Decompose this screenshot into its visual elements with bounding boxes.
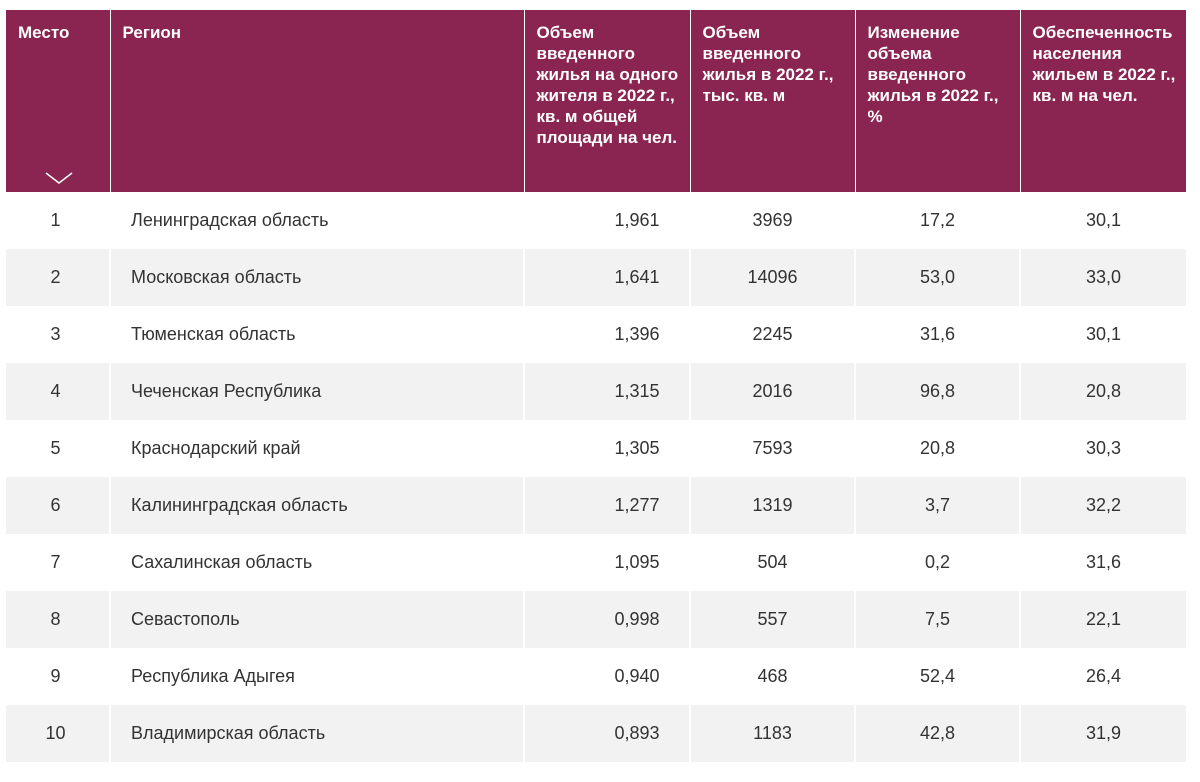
cell-provision: 22,1 [1020,591,1186,648]
cell-provision: 30,3 [1020,420,1186,477]
table-row: 3 Тюменская область 1,396 2245 31,6 30,1 [6,306,1186,363]
cell-change: 0,2 [855,534,1021,591]
cell-region: Ленинградская область [110,192,525,249]
cell-volume: 3969 [690,192,856,249]
header-volume[interactable]: Объем введенного жилья в 2022 г., тыс. к… [690,10,856,192]
header-place-label: Место [18,23,70,42]
table-row: 6 Калининградская область 1,277 1319 3,7 32,2 [6,477,1186,534]
cell-region: Краснодарский край [110,420,525,477]
cell-region: Калининградская область [110,477,525,534]
cell-per-capita: 1,396 [524,306,691,363]
cell-per-capita: 1,961 [524,192,691,249]
header-change[interactable]: Изменение объема введенного жилья в 2022… [855,10,1021,192]
cell-place: 8 [6,591,111,648]
cell-volume: 1319 [690,477,856,534]
header-change-label: Изменение объема введенного жилья в 2022… [867,23,999,126]
cell-provision: 31,6 [1020,534,1186,591]
cell-change: 7,5 [855,591,1021,648]
header-region[interactable]: Регион [110,10,525,192]
cell-per-capita: 0,998 [524,591,691,648]
header-per-capita[interactable]: Объем введенного жилья на одного жителя … [524,10,691,192]
cell-change: 31,6 [855,306,1021,363]
header-place[interactable]: Место [6,10,111,192]
cell-per-capita: 1,315 [524,363,691,420]
table-row: 2 Московская область 1,641 14096 53,0 33,0 [6,249,1186,306]
cell-place: 1 [6,192,111,249]
cell-provision: 32,2 [1020,477,1186,534]
cell-change: 53,0 [855,249,1021,306]
table-row: 1 Ленинградская область 1,961 3969 17,2 30,1 [6,192,1186,249]
cell-per-capita: 1,277 [524,477,691,534]
header-volume-label: Объем введенного жилья в 2022 г., тыс. к… [702,23,834,105]
cell-change: 17,2 [855,192,1021,249]
header-provision-label: Обеспеченность населения жильем в 2022 г… [1032,23,1176,105]
cell-provision: 33,0 [1020,249,1186,306]
table-header: Место Регион Объем введенного жилья на о… [6,10,1186,192]
ranking-table: Место Регион Объем введенного жилья на о… [6,10,1186,762]
cell-place: 3 [6,306,111,363]
cell-provision: 30,1 [1020,192,1186,249]
header-per-capita-label: Объем введенного жилья на одного жителя … [536,23,679,147]
cell-place: 5 [6,420,111,477]
header-region-label: Регион [122,23,182,42]
header-provision[interactable]: Обеспеченность населения жильем в 2022 г… [1020,10,1186,192]
table-row: 8 Севастополь 0,998 557 7,5 22,1 [6,591,1186,648]
cell-provision: 26,4 [1020,648,1186,705]
cell-change: 42,8 [855,705,1021,762]
cell-region: Чеченская Республика [110,363,525,420]
cell-region: Республика Адыгея [110,648,525,705]
cell-place: 4 [6,363,111,420]
cell-volume: 1183 [690,705,856,762]
cell-volume: 7593 [690,420,856,477]
cell-change: 52,4 [855,648,1021,705]
cell-place: 10 [6,705,111,762]
cell-region: Севастополь [110,591,525,648]
cell-provision: 20,8 [1020,363,1186,420]
cell-change: 20,8 [855,420,1021,477]
cell-provision: 30,1 [1020,306,1186,363]
cell-volume: 504 [690,534,856,591]
ranking-table-container: Место Регион Объем введенного жилья на о… [6,10,1186,762]
table-row: 7 Сахалинская область 1,095 504 0,2 31,6 [6,534,1186,591]
table-row: 4 Чеченская Республика 1,315 2016 96,8 20,8 [6,363,1186,420]
table-body: 1 Ленинградская область 1,961 3969 17,2 30,1 2… [6,192,1186,762]
cell-region: Владимирская область [110,705,525,762]
cell-per-capita: 1,305 [524,420,691,477]
cell-place: 7 [6,534,111,591]
cell-volume: 468 [690,648,856,705]
table-row: 9 Республика Адыгея 0,940 468 52,4 26,4 [6,648,1186,705]
cell-per-capita: 0,893 [524,705,691,762]
cell-place: 9 [6,648,111,705]
cell-volume: 14096 [690,249,856,306]
cell-volume: 2016 [690,363,856,420]
cell-change: 96,8 [855,363,1021,420]
cell-per-capita: 0,940 [524,648,691,705]
table-row: 10 Владимирская область 0,893 1183 42,8 31,9 [6,705,1186,762]
cell-region: Сахалинская область [110,534,525,591]
cell-per-capita: 1,641 [524,249,691,306]
cell-place: 6 [6,477,111,534]
cell-place: 2 [6,249,111,306]
chevron-down-icon[interactable] [44,170,74,186]
cell-per-capita: 1,095 [524,534,691,591]
cell-change: 3,7 [855,477,1021,534]
table-row: 5 Краснодарский край 1,305 7593 20,8 30,3 [6,420,1186,477]
cell-provision: 31,9 [1020,705,1186,762]
cell-volume: 2245 [690,306,856,363]
cell-region: Тюменская область [110,306,525,363]
cell-region: Московская область [110,249,525,306]
cell-volume: 557 [690,591,856,648]
